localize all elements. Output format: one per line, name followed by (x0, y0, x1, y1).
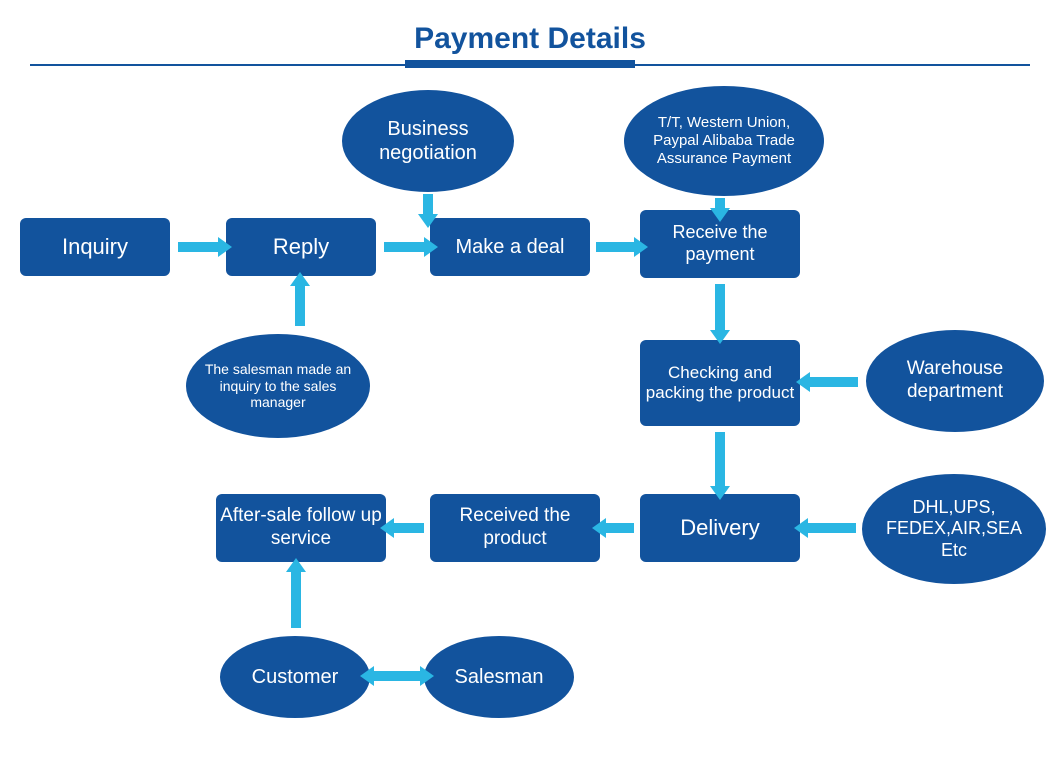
diagram-title: Payment Details (0, 22, 1060, 56)
node-customer: Customer (220, 636, 370, 718)
arrow-makedeal-to-receive (596, 237, 648, 257)
node-check-pack-label: Checking and packing the product (644, 363, 796, 404)
arrow-inquiry-to-reply (178, 237, 232, 257)
node-delivery-label: Delivery (680, 515, 759, 541)
node-reply-label: Reply (273, 234, 329, 260)
node-reply: Reply (226, 218, 376, 276)
node-inquiry-label: Inquiry (62, 234, 128, 260)
arrow-customer-salesman-both (360, 666, 434, 686)
title-rule-thick (405, 60, 635, 68)
node-check-pack: Checking and packing the product (640, 340, 800, 426)
arrow-received-to-aftersale (380, 518, 424, 538)
node-received: Received the product (430, 494, 600, 562)
node-received-label: Received the product (434, 505, 596, 551)
arrow-paymethods-to-receive (710, 198, 730, 222)
node-warehouse: Warehouse department (866, 330, 1044, 432)
node-make-deal: Make a deal (430, 218, 590, 276)
node-salesman-label: Salesman (455, 665, 544, 689)
node-pay-methods: T/T, Western Union, Paypal Alibaba Trade… (624, 86, 824, 196)
arrow-warehouse-to-check (796, 372, 858, 392)
node-sales-manager-label: The salesman made an inquiry to the sale… (196, 361, 360, 411)
arrow-salesmgr-to-reply (290, 272, 310, 326)
node-biz-negotiation: Business negotiation (342, 90, 514, 192)
node-sales-manager: The salesman made an inquiry to the sale… (186, 334, 370, 438)
node-delivery: Delivery (640, 494, 800, 562)
arrow-shipping-to-delivery (794, 518, 856, 538)
node-shipping: DHL,UPS, FEDEX,AIR,SEA Etc (862, 474, 1046, 584)
arrow-customer-to-aftersale (286, 558, 306, 628)
node-pay-methods-label: T/T, Western Union, Paypal Alibaba Trade… (634, 114, 814, 168)
node-biz-negotiation-label: Business negotiation (352, 117, 504, 165)
node-receive-payment-label: Receive the payment (644, 222, 796, 265)
flowchart-canvas: Payment Details Inquiry Reply Make a dea… (0, 0, 1060, 760)
arrow-bizneg-to-makedeal (418, 194, 438, 228)
arrow-reply-to-makedeal (384, 237, 438, 257)
node-aftersale: After-sale follow up service (216, 494, 386, 562)
arrow-check-to-delivery (710, 432, 730, 500)
arrow-receive-to-check (710, 284, 730, 344)
node-warehouse-label: Warehouse department (876, 358, 1034, 404)
node-make-deal-label: Make a deal (456, 235, 565, 259)
node-inquiry: Inquiry (20, 218, 170, 276)
arrow-delivery-to-received (592, 518, 634, 538)
node-shipping-label: DHL,UPS, FEDEX,AIR,SEA Etc (872, 497, 1036, 562)
node-aftersale-label: After-sale follow up service (220, 505, 382, 551)
node-salesman: Salesman (424, 636, 574, 718)
node-customer-label: Customer (252, 665, 339, 689)
